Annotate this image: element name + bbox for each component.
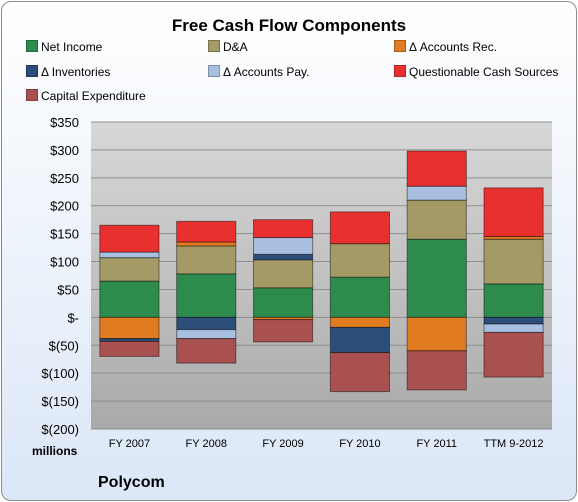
- legend-item-inventories: Δ Inventories: [26, 65, 110, 79]
- bar-segment: [329, 211, 390, 245]
- bar-segment: [99, 316, 160, 340]
- y-tick-label: $350: [50, 115, 79, 130]
- bar-segment: [176, 273, 237, 318]
- bar-segment: [406, 199, 467, 240]
- x-tick-label: TTM 9-2012: [484, 438, 544, 450]
- bar-segment: [253, 237, 314, 255]
- y-tick-label: $150: [50, 227, 79, 242]
- y-tick-label: $50: [57, 282, 79, 297]
- legend-item-da: D&A: [208, 40, 248, 54]
- x-tick-label: FY 2011: [416, 438, 457, 450]
- y-tick-label: $(50): [49, 338, 79, 353]
- legend-label: Net Income: [41, 40, 103, 54]
- bar-segment: [406, 350, 467, 391]
- legend-item-accounts-pay: Δ Accounts Pay.: [208, 65, 310, 79]
- legend-swatch: [26, 40, 38, 52]
- bar-segment: [329, 326, 390, 354]
- legend-swatch: [26, 65, 38, 77]
- bar-segment: [176, 329, 237, 340]
- y-tick-label: $(100): [41, 366, 79, 381]
- bar-segment: [483, 323, 544, 333]
- legend-label: Questionable Cash Sources: [409, 65, 559, 79]
- legend-label: Δ Accounts Pay.: [223, 65, 310, 79]
- bar-segment: [176, 241, 237, 247]
- bar-segment: [329, 276, 390, 318]
- x-tick-label: FY 2007: [109, 438, 150, 450]
- bar-segment: [483, 235, 544, 240]
- bar-segment: [253, 287, 314, 318]
- bar-segment: [99, 224, 160, 253]
- bar-segment: [329, 243, 390, 278]
- chart-title: Free Cash Flow Components: [171, 16, 407, 35]
- y-tick-label: $300: [50, 143, 79, 158]
- legend-label: Capital Expenditure: [41, 89, 146, 103]
- legend-label: D&A: [223, 40, 248, 54]
- bar-segment: [99, 340, 160, 357]
- y-tick-label: $200: [50, 199, 79, 214]
- plot-background: [91, 122, 552, 429]
- legend-label: Δ Inventories: [41, 65, 111, 79]
- bar-segment: [99, 251, 160, 259]
- x-tick-label: FY 2008: [186, 438, 227, 450]
- legend-swatch: [394, 65, 406, 77]
- y-tick-label: $100: [50, 255, 79, 270]
- bar-segment: [253, 219, 314, 239]
- units-label: millions: [32, 444, 78, 458]
- bar-segment: [253, 259, 314, 289]
- bar-segment: [406, 238, 467, 318]
- legend-item-questionable: Questionable Cash Sources: [394, 65, 558, 79]
- bar-segment: [329, 352, 390, 393]
- bar-segment: [483, 316, 544, 325]
- legend-item-capex: Capital Expenditure: [26, 89, 146, 103]
- y-tick-label: $-: [67, 310, 79, 325]
- y-tick-label: $250: [50, 171, 79, 186]
- x-tick-label: FY 2010: [339, 438, 380, 450]
- legend-swatch: [394, 40, 406, 52]
- legend-swatch: [26, 89, 38, 101]
- legend-item-accounts-rec: Δ Accounts Rec.: [394, 40, 497, 54]
- y-tick-label: $(200): [41, 422, 79, 437]
- bar-segment: [406, 316, 467, 352]
- legend-swatch: [208, 65, 220, 77]
- bar-segment: [406, 185, 467, 201]
- bar-segment: [176, 316, 237, 331]
- legend-label: Δ Accounts Rec.: [409, 40, 498, 54]
- bar-segment: [176, 220, 237, 243]
- company-name: Polycom: [98, 474, 165, 491]
- bar-segment: [483, 331, 544, 378]
- legend-item-net-income: Net Income: [26, 40, 102, 54]
- bar-segment: [406, 150, 467, 187]
- bar-segment: [99, 280, 160, 318]
- y-tick-label: $(150): [41, 394, 79, 409]
- bar-segment: [253, 319, 314, 343]
- bar-segment: [253, 253, 314, 261]
- bar-segment: [99, 257, 160, 282]
- bar-segment: [329, 316, 390, 328]
- bar-segment: [483, 187, 544, 237]
- legend-swatch: [208, 40, 220, 52]
- bar-segment: [176, 245, 237, 275]
- x-tick-label: FY 2009: [262, 438, 303, 450]
- bar-segment: [483, 238, 544, 285]
- bar-segment: [483, 283, 544, 318]
- bar-segment: [176, 338, 237, 364]
